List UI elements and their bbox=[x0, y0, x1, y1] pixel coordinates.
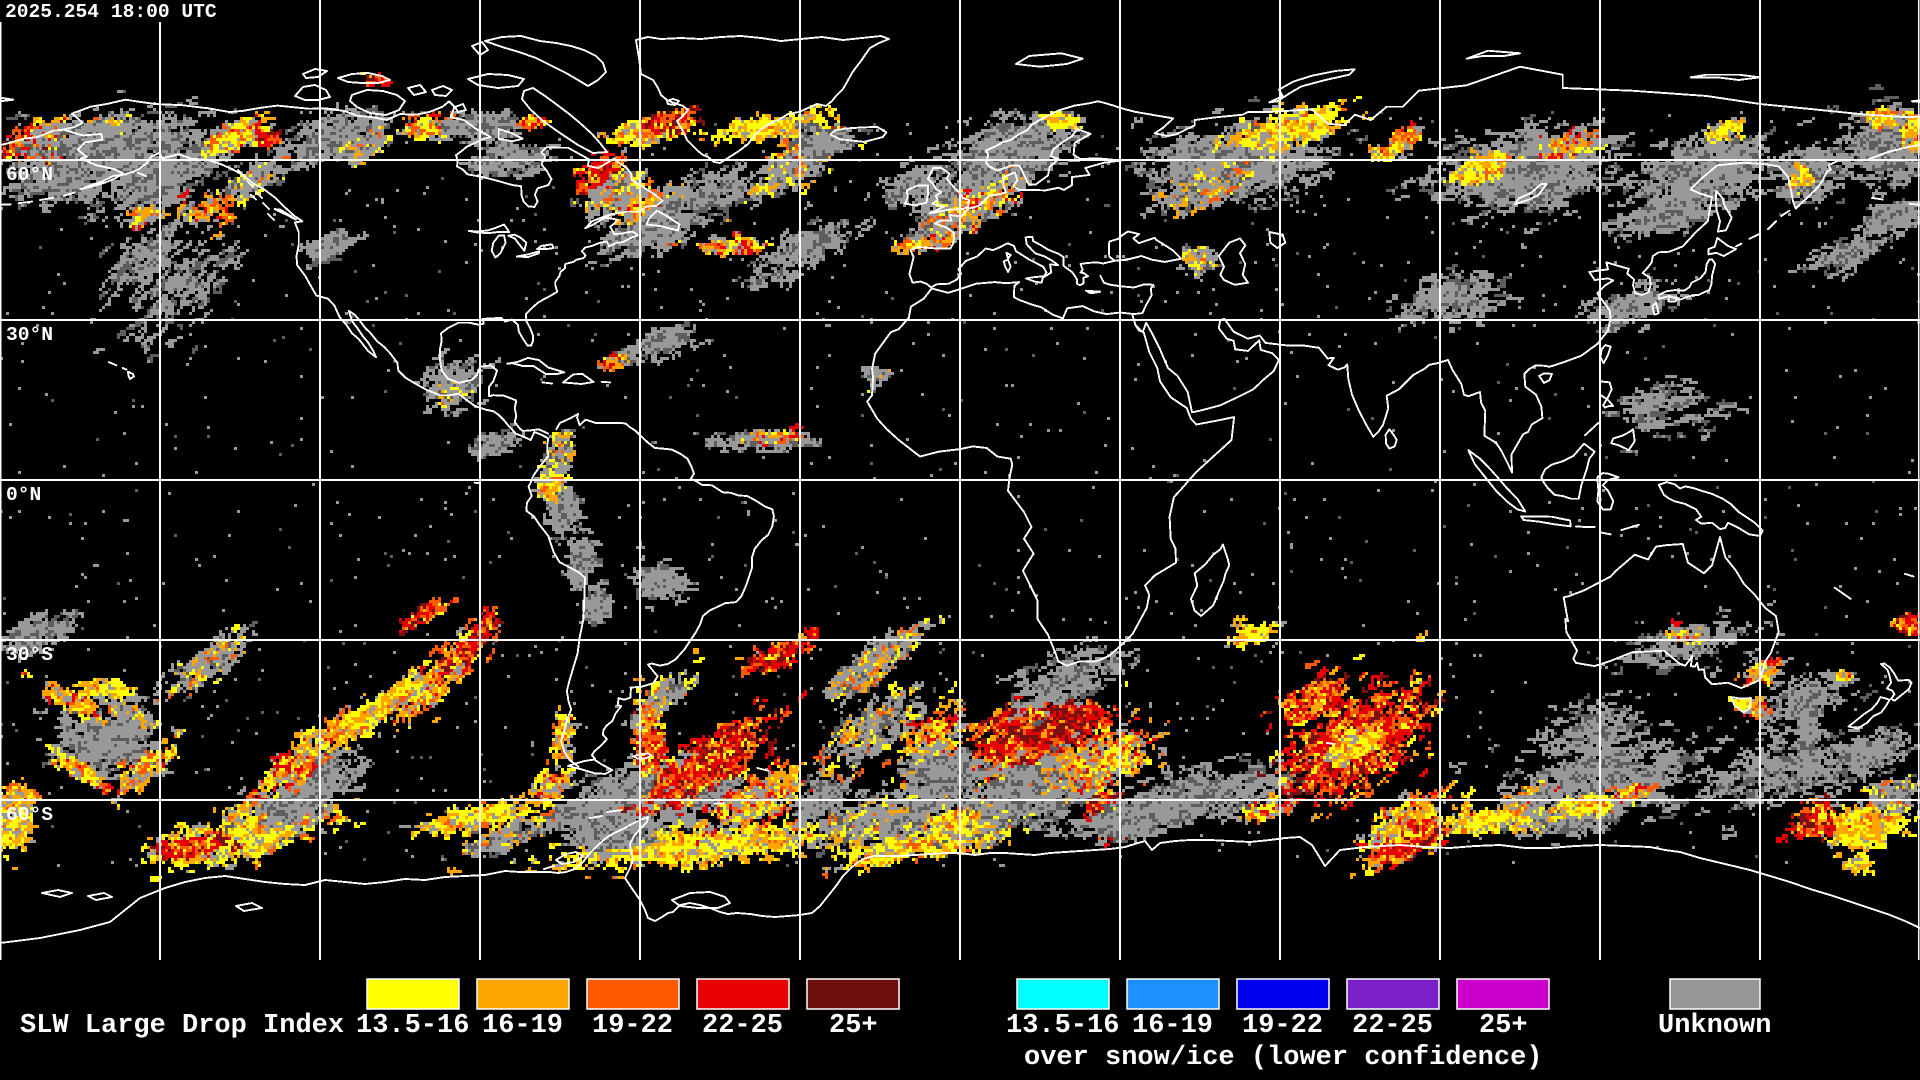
svg-text:19-22: 19-22 bbox=[592, 1011, 673, 1041]
svg-text:30°S: 30°S bbox=[6, 644, 53, 666]
svg-text:22-25: 22-25 bbox=[1352, 1011, 1433, 1041]
svg-text:25+: 25+ bbox=[1479, 1011, 1528, 1041]
svg-text:16-19: 16-19 bbox=[482, 1011, 563, 1041]
svg-text:0°N: 0°N bbox=[6, 484, 41, 506]
svg-text:over snow/ice (lower confidenc: over snow/ice (lower confidence) bbox=[1024, 1043, 1542, 1073]
svg-text:60°N: 60°N bbox=[6, 164, 53, 186]
svg-text:60°S: 60°S bbox=[6, 804, 53, 826]
svg-text:2025.254 18:00 UTC: 2025.254 18:00 UTC bbox=[5, 1, 217, 23]
svg-text:19-22: 19-22 bbox=[1242, 1011, 1323, 1041]
svg-text:30°N: 30°N bbox=[6, 324, 53, 346]
svg-text:16-19: 16-19 bbox=[1132, 1011, 1213, 1041]
svg-text:13.5-16: 13.5-16 bbox=[1006, 1011, 1119, 1041]
svg-text:22-25: 22-25 bbox=[702, 1011, 783, 1041]
svg-text:13.5-16: 13.5-16 bbox=[356, 1011, 469, 1041]
svg-text:Unknown: Unknown bbox=[1658, 1011, 1771, 1041]
svg-text:25+: 25+ bbox=[829, 1011, 878, 1041]
svg-text:SLW Large Drop Index: SLW Large Drop Index bbox=[20, 1011, 344, 1041]
